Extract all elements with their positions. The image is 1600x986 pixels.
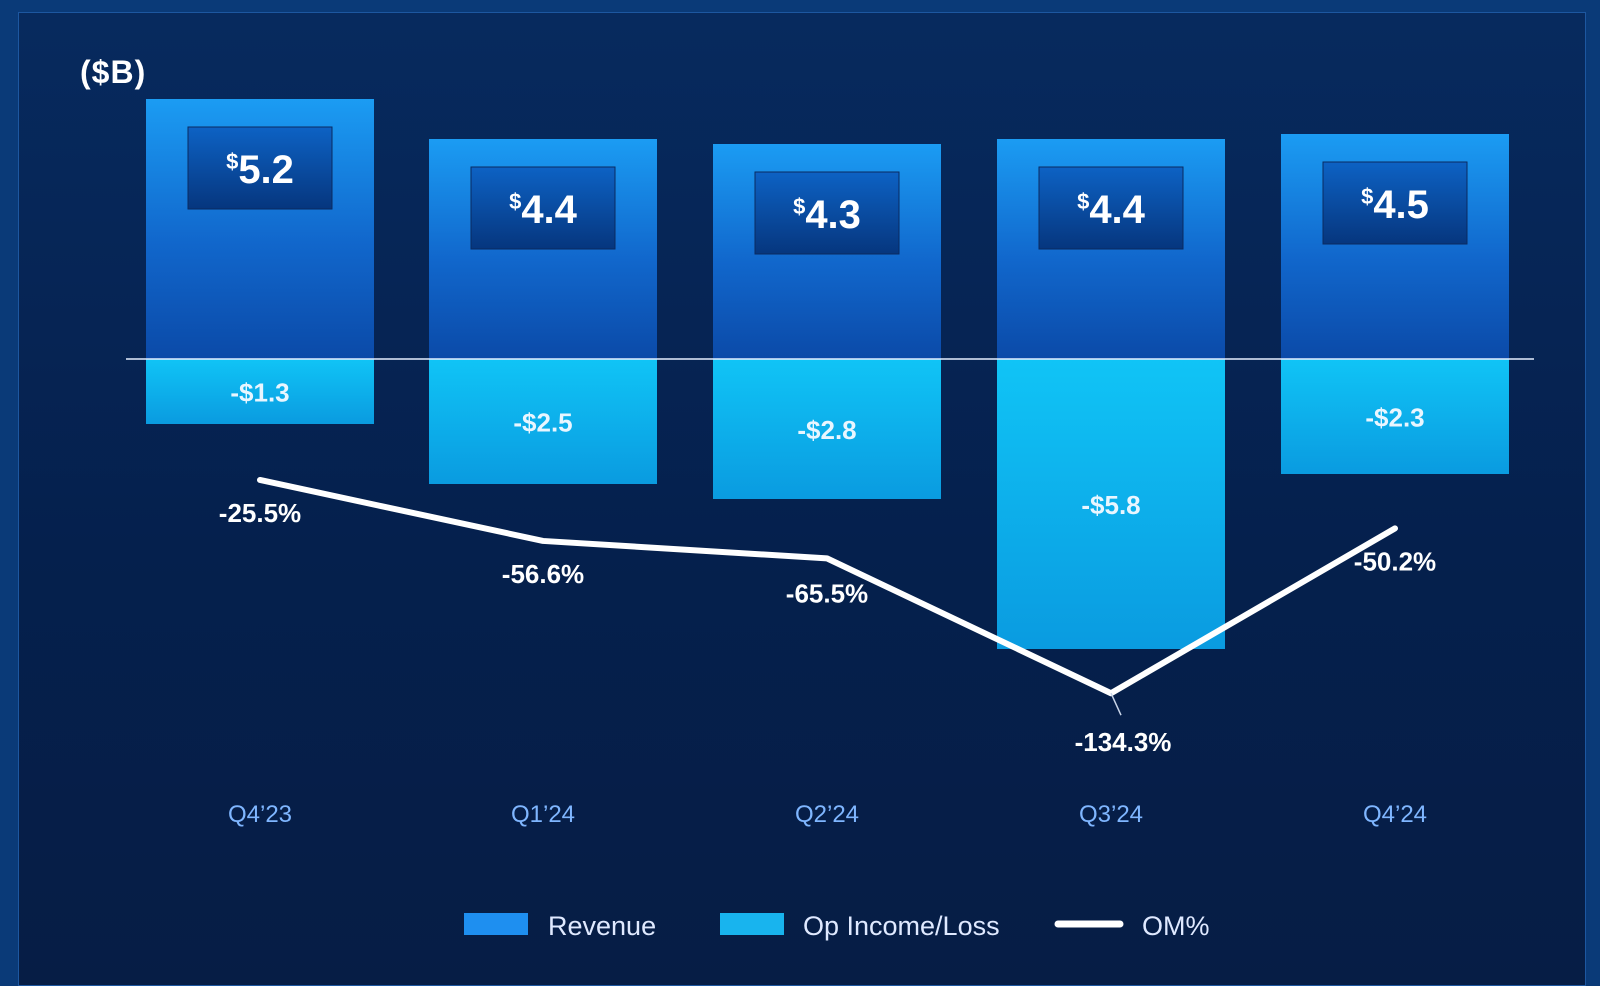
op-income-label: -$1.3	[230, 378, 289, 408]
om-percent-label: -134.3%	[1075, 727, 1172, 757]
category-label: Q3’24	[1079, 801, 1143, 828]
revenue-number: 5.2	[238, 148, 294, 192]
legend-swatch-op-income	[720, 913, 784, 935]
om-percent-label: -65.5%	[786, 578, 868, 608]
currency-symbol: $	[1361, 184, 1373, 209]
revenue-label-box	[187, 126, 333, 210]
unit-label: ($B)	[80, 54, 147, 90]
revenue-label-box	[1322, 161, 1468, 245]
op-income-bar	[146, 359, 374, 424]
op-income-bar	[997, 359, 1225, 649]
om-percent-label: -50.2%	[1354, 546, 1436, 576]
om-percent-line	[257, 476, 1398, 697]
legend-label-om: OM%	[1142, 911, 1210, 941]
om-percent-label: -25.5%	[219, 498, 301, 528]
category-label: Q2’24	[795, 801, 859, 828]
category-label: Q1’24	[511, 801, 575, 828]
category-label: Q4’23	[228, 801, 292, 828]
legend-label-revenue: Revenue	[548, 911, 656, 941]
revenue-number: 4.5	[1373, 183, 1429, 227]
currency-symbol: $	[1077, 189, 1089, 214]
currency-symbol: $	[226, 149, 238, 174]
revenue-label-box	[1038, 166, 1184, 250]
category-label: Q4’24	[1363, 801, 1427, 828]
legend-swatch-revenue	[464, 913, 528, 935]
bars-layer	[146, 99, 1509, 649]
currency-symbol: $	[509, 189, 521, 214]
op-income-bar	[429, 359, 657, 484]
op-income-bar	[1281, 359, 1509, 474]
op-income-bar	[713, 359, 941, 499]
op-income-label: -$2.3	[1365, 403, 1424, 433]
revenue-number: 4.4	[521, 188, 577, 232]
currency-symbol: $	[793, 194, 805, 219]
om-leader-line	[1110, 692, 1122, 716]
op-income-label: -$5.8	[1081, 490, 1140, 520]
op-income-label: -$2.8	[797, 415, 856, 445]
revenue-number: 4.3	[805, 193, 861, 237]
revenue-value-label: $5.2	[226, 148, 294, 192]
revenue-label-box	[470, 166, 616, 250]
op-income-label: -$2.5	[513, 408, 572, 438]
legend: Revenue Op Income/Loss OM%	[464, 911, 1210, 941]
legend-label-op-income: Op Income/Loss	[803, 911, 1000, 941]
revenue-value-label: $4.5	[1361, 183, 1429, 227]
revenue-number: 4.4	[1089, 188, 1145, 232]
revenue-value-label: $4.3	[793, 193, 861, 237]
revenue-value-label: $4.4	[1077, 188, 1146, 232]
labels-layer: $5.2 -$1.3 Q4’23 $4.4 -$2.5 Q1’24 $4.3 -$2.8 Q2’…	[187, 126, 1468, 828]
revenue-label-box	[754, 171, 900, 255]
om-line-layer	[257, 476, 1398, 716]
revenue-value-label: $4.4	[509, 188, 578, 232]
om-percent-label: -56.6%	[502, 559, 584, 589]
